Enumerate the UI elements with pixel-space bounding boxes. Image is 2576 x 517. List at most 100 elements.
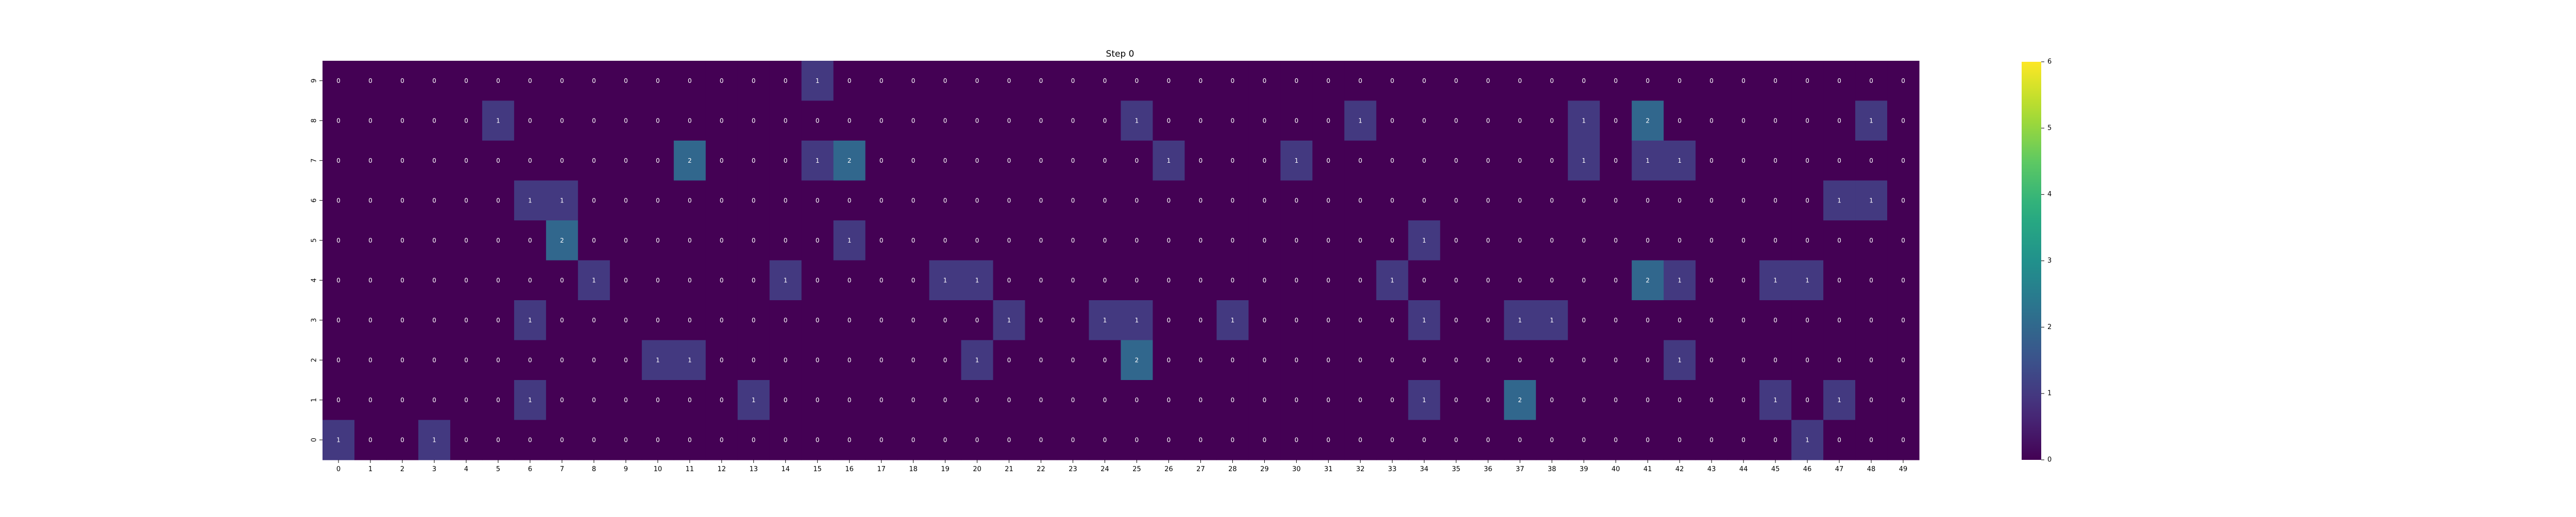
heatmap-cell (1280, 420, 1313, 460)
heatmap-cell (833, 100, 866, 141)
heatmap-cell (1855, 260, 1888, 301)
cell-label: 0 (400, 436, 404, 443)
x-tick-label: 5 (496, 466, 500, 473)
cell-label: 0 (1486, 436, 1490, 443)
heatmap-cell (961, 100, 994, 141)
heatmap-cell (546, 180, 579, 221)
heatmap-cell (1440, 220, 1472, 261)
y-tick-label: 5 (311, 238, 318, 243)
cell-label: 0 (1677, 77, 1682, 84)
cell-label: 0 (1391, 397, 1395, 404)
cell-label: 0 (336, 117, 341, 124)
cell-label: 0 (879, 77, 884, 84)
cell-label: 0 (1039, 197, 1043, 204)
heatmap-cell (1057, 260, 1090, 301)
heatmap-cell (865, 340, 898, 381)
heatmap-cell (609, 260, 642, 301)
heatmap-cell (1727, 141, 1760, 181)
heatmap-cell (1727, 220, 1760, 261)
heatmap-cell (1568, 380, 1600, 421)
heatmap-cell (354, 420, 387, 460)
heatmap-cell (1153, 260, 1185, 301)
x-tick-label: 35 (1452, 466, 1461, 473)
cell-label: 0 (1391, 356, 1395, 364)
heatmap-cell (1408, 340, 1440, 381)
cell-label: 1 (1422, 397, 1426, 404)
heatmap-cell (1887, 141, 1920, 181)
cell-label: 1 (975, 277, 979, 284)
heatmap-cell (673, 141, 706, 181)
cell-label: 0 (1263, 237, 1267, 244)
cell-label: 1 (848, 237, 852, 244)
heatmap-cell (578, 141, 611, 181)
heatmap-cell (801, 61, 834, 101)
heatmap-cell (1184, 420, 1217, 460)
x-tick-label: 15 (813, 466, 822, 473)
heatmap-cell (1823, 340, 1856, 381)
heatmap-cell (897, 340, 930, 381)
x-tick-label: 43 (1707, 466, 1716, 473)
heatmap-cell (450, 220, 483, 261)
heatmap-cell (1057, 300, 1090, 341)
colorbar-tick-label: 0 (2047, 456, 2052, 464)
cell-label: 0 (1103, 197, 1107, 204)
cell-label: 0 (1167, 277, 1171, 284)
cell-label: 0 (656, 237, 660, 244)
heatmap-cell (1184, 220, 1217, 261)
heatmap-cell (1025, 141, 1058, 181)
cell-label: 0 (1167, 317, 1171, 324)
cell-label: 0 (1869, 277, 1873, 284)
heatmap-cell (1600, 220, 1632, 261)
cell-label: 0 (464, 117, 468, 124)
x-tick-label: 13 (749, 466, 758, 473)
heatmap-cell (865, 180, 898, 221)
cell-label: 0 (1103, 157, 1107, 164)
cell-label: 0 (1454, 197, 1458, 204)
colorbar-tick-label: 4 (2047, 191, 2052, 198)
cell-label: 0 (943, 157, 947, 164)
cell-label: 0 (784, 356, 788, 364)
cell-label: 0 (1614, 197, 1618, 204)
heatmap-cell (1344, 141, 1377, 181)
x-tick-label: 41 (1643, 466, 1652, 473)
cell-label: 0 (336, 237, 341, 244)
cell-label: 0 (656, 77, 660, 84)
heatmap-cell (769, 260, 802, 301)
cell-label: 0 (1709, 117, 1714, 124)
cell-label: 0 (656, 277, 660, 284)
heatmap-cell (1727, 61, 1760, 101)
heatmap-cell (1855, 180, 1888, 221)
cell-label: 0 (1614, 436, 1618, 443)
heatmap-cell (1759, 220, 1792, 261)
cell-label: 0 (464, 436, 468, 443)
heatmap-cell (1312, 180, 1345, 221)
heatmap-cell (801, 220, 834, 261)
heatmap-cell (1280, 180, 1313, 221)
heatmap-cell (1632, 380, 1664, 421)
heatmap-cell (865, 61, 898, 101)
cell-label: 0 (1263, 197, 1267, 204)
x-tick-label: 22 (1037, 466, 1045, 473)
heatmap-cell (1089, 260, 1122, 301)
cell-label: 0 (1454, 77, 1458, 84)
cell-label: 0 (1263, 436, 1267, 443)
cell-label: 0 (1422, 356, 1426, 364)
heatmap-cell (641, 420, 674, 460)
cell-label: 0 (1007, 77, 1011, 84)
heatmap-cell (1408, 260, 1440, 301)
heatmap-cell (1664, 380, 1696, 421)
x-tick-label: 14 (781, 466, 790, 473)
x-tick-label: 34 (1420, 466, 1429, 473)
heatmap-cell (1153, 420, 1185, 460)
heatmap-cell (833, 220, 866, 261)
heatmap-cell (578, 100, 611, 141)
heatmap-cell (323, 180, 355, 221)
cell-label: 0 (1709, 237, 1714, 244)
heatmap-cell (1184, 300, 1217, 341)
cell-label: 0 (1454, 317, 1458, 324)
cell-label: 0 (784, 197, 788, 204)
heatmap-cell (514, 300, 547, 341)
cell-label: 0 (911, 117, 916, 124)
cell-label: 0 (1391, 197, 1395, 204)
heatmap-cell (929, 300, 962, 341)
